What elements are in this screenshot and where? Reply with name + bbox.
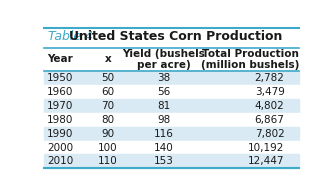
Bar [45,154,299,168]
Text: 3,479: 3,479 [255,87,285,97]
Text: 153: 153 [154,156,174,166]
Text: Total Production
(million bushels): Total Production (million bushels) [201,49,300,70]
Text: 140: 140 [154,142,174,152]
Text: 1950: 1950 [47,73,73,83]
Text: 50: 50 [102,73,115,83]
Text: 10,192: 10,192 [248,142,285,152]
Text: 4,802: 4,802 [255,101,285,111]
Text: 2,782: 2,782 [255,73,285,83]
Text: 60: 60 [102,87,115,97]
Text: 1960: 1960 [47,87,73,97]
Text: Yield (bushels
per acre): Yield (bushels per acre) [123,49,205,70]
Bar [45,127,299,141]
Text: 56: 56 [157,87,171,97]
Text: 70: 70 [102,101,115,111]
Text: 116: 116 [154,129,174,139]
Bar [45,71,299,85]
Text: 2010: 2010 [47,156,73,166]
Text: 1970: 1970 [47,101,73,111]
Text: 98: 98 [157,115,171,125]
Bar [45,99,299,113]
Text: 6,867: 6,867 [255,115,285,125]
Bar [45,113,299,127]
Text: 110: 110 [98,156,118,166]
Text: 81: 81 [157,101,171,111]
Text: 12,447: 12,447 [248,156,285,166]
Text: 80: 80 [102,115,115,125]
Text: 1990: 1990 [47,129,73,139]
Text: 38: 38 [157,73,171,83]
Text: 7,802: 7,802 [255,129,285,139]
Text: Table 4: Table 4 [48,30,97,43]
Text: United States Corn Production: United States Corn Production [69,30,282,43]
Bar [45,85,299,99]
Text: Year: Year [47,54,73,64]
Text: 1980: 1980 [47,115,73,125]
Text: x: x [105,54,112,64]
Text: 100: 100 [98,142,118,152]
Text: 90: 90 [102,129,115,139]
Text: 2000: 2000 [47,142,73,152]
Bar [45,141,299,154]
